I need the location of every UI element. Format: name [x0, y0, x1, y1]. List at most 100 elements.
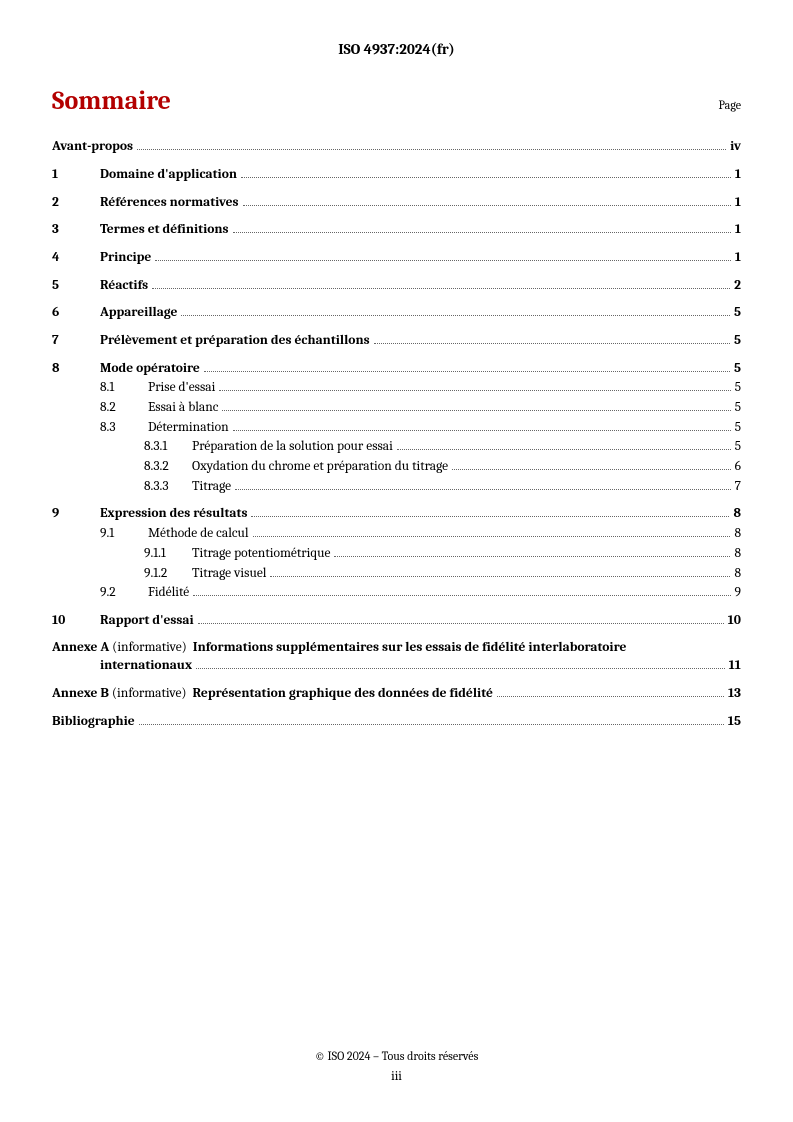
toc-entry-9-1-2[interactable]: 9.1.2 Titrage visuel 8 [52, 564, 741, 582]
toc-entry-number: 10 [52, 612, 100, 630]
toc-entry-page: 5 [735, 379, 741, 397]
toc-entry-title: Titrage visuel [192, 565, 266, 583]
toc-leader [270, 564, 730, 576]
toc-entry-6[interactable]: 6 Appareillage 5 [52, 304, 741, 322]
toc-entry-title: Méthode de calcul [148, 525, 249, 543]
toc-entry-number: 9.1 [100, 525, 148, 543]
document-header: ISO 4937:2024(fr) [52, 40, 741, 58]
toc-entry-page: 11 [729, 657, 741, 675]
annex-label: Annexe A [52, 640, 109, 655]
toc-entry-number: 8.3.3 [144, 478, 192, 496]
toc-entry-page: 6 [735, 458, 741, 476]
page-column-label: Page [719, 98, 741, 112]
toc-entry-number: 9.1.1 [144, 545, 192, 563]
toc-entry-page: 8 [734, 545, 741, 563]
toc-leader [196, 657, 725, 669]
toc-entry-page: 7 [735, 478, 741, 496]
toc-entry-10[interactable]: 10 Rapport d'essai 10 [52, 612, 741, 630]
toc-leader [233, 419, 731, 431]
toc-entry-number: 2 [52, 194, 100, 212]
toc-entry-page: 8 [734, 565, 741, 583]
toc-leader [139, 712, 724, 724]
toc-entry-number: 9 [52, 505, 100, 523]
toc-leader [253, 525, 731, 537]
toc-leader [137, 138, 726, 150]
toc-leader [219, 379, 730, 391]
toc-entry-title: Rapport d'essai [100, 612, 194, 630]
toc-leader [152, 276, 730, 288]
toc-entry-bibliographie[interactable]: Bibliographie 15 [52, 712, 741, 730]
toc-entry-number: 5 [52, 277, 100, 295]
toc-entry-title: Principe [100, 249, 151, 267]
page-number: iii [0, 1069, 793, 1084]
toc-entry-page: 15 [728, 713, 741, 731]
toc-entry-9-1-1[interactable]: 9.1.1 Titrage potentiométrique 8 [52, 545, 741, 563]
toc-entry-title: Réactifs [100, 277, 148, 295]
toc-leader [181, 304, 730, 316]
toc-entry-number: 9.1.2 [144, 565, 192, 583]
toc-entry-page: 5 [734, 304, 741, 322]
toc-entry-3[interactable]: 3 Termes et définitions 1 [52, 221, 741, 239]
toc-leader [334, 545, 730, 557]
annex-info: (informative) [112, 686, 187, 701]
toc-leader [452, 458, 731, 470]
toc-leader [222, 399, 730, 411]
toc-entry-1[interactable]: 1 Domaine d'application 1 [52, 166, 741, 184]
toc-leader [193, 584, 730, 596]
toc-entry-page: 8 [733, 505, 741, 523]
toc-entry-title: Mode opératoire [100, 360, 200, 378]
annex-title-part1: Informations supplémentaires sur les ess… [193, 640, 627, 655]
toc-entry-8-3-2[interactable]: 8.3.2 Oxydation du chrome et préparation… [52, 458, 741, 476]
toc-entry-4[interactable]: 4 Principe 1 [52, 249, 741, 267]
toc-entry-5[interactable]: 5 Réactifs 2 [52, 276, 741, 294]
toc-entry-9-1[interactable]: 9.1 Méthode de calcul 8 [52, 525, 741, 543]
toc-entry-number: 3 [52, 221, 100, 239]
toc-entry-title: Annexe B (informative) Représentation gr… [52, 685, 493, 703]
toc-entry-8-1[interactable]: 8.1 Prise d'essai 5 [52, 379, 741, 397]
toc-entry-title: Bibliographie [52, 713, 135, 731]
toc-entry-8-3[interactable]: 8.3 Détermination 5 [52, 419, 741, 437]
toc-entry-9-2[interactable]: 9.2 Fidélité 9 [52, 584, 741, 602]
toc-entry-8[interactable]: 8 Mode opératoire 5 [52, 360, 741, 378]
toc-leader [243, 193, 731, 205]
toc-entry-9[interactable]: 9 Expression des résultats 8 [52, 505, 741, 523]
toc-entry-page: 10 [728, 612, 741, 630]
toc-entry-number: 9.2 [100, 584, 148, 602]
toc-entry-title: Titrage potentiométrique [192, 545, 330, 563]
toc-entry-number: 8.3.1 [144, 438, 192, 456]
title-row: Sommaire Page [52, 86, 741, 116]
toc-entry-title: Fidélité [148, 584, 189, 602]
toc-entry-page: 1 [735, 249, 741, 267]
toc-entry-page: 1 [735, 166, 741, 184]
toc-entry-2[interactable]: 2 Références normatives 1 [52, 193, 741, 211]
toc-entry-page: 9 [735, 584, 741, 602]
toc-leader [397, 438, 731, 450]
toc-entry-annex-b[interactable]: Annexe B (informative) Représentation gr… [52, 685, 741, 703]
toc-title-heading: Sommaire [52, 86, 171, 116]
toc-entry-title: Essai à blanc [148, 399, 218, 417]
toc-entry-8-3-1[interactable]: 8.3.1 Préparation de la solution pour es… [52, 438, 741, 456]
toc-entry-number: 1 [52, 166, 100, 184]
toc-leader [233, 221, 731, 233]
toc-entry-title: Références normatives [100, 194, 239, 212]
toc-entry-8-3-3[interactable]: 8.3.3 Titrage 7 [52, 478, 741, 496]
toc-entry-7[interactable]: 7 Prélèvement et préparation des échanti… [52, 332, 741, 350]
toc-leader [155, 249, 730, 261]
page-footer: © ISO 2024 – Tous droits réservés iii [0, 1049, 793, 1084]
toc-entry-title: Prélèvement et préparation des échantill… [100, 332, 370, 350]
toc-entry-title: Appareillage [100, 304, 177, 322]
toc-entry-8-2[interactable]: 8.2 Essai à blanc 5 [52, 399, 741, 417]
toc-entry-avant-propos[interactable]: Avant-propos iv [52, 138, 741, 156]
toc-entry-title: Domaine d'application [100, 166, 237, 184]
toc-entry-page: 5 [735, 438, 741, 456]
toc-leader [235, 478, 731, 490]
toc-entry-annex-a[interactable]: Annexe A (informative) Informations supp… [52, 639, 741, 674]
toc-entry-title: Expression des résultats [100, 505, 247, 523]
table-of-contents: Avant-propos iv 1 Domaine d'application … [52, 138, 741, 730]
toc-entry-number: 8 [52, 360, 100, 378]
toc-entry-number: 8.3.2 [144, 458, 192, 476]
toc-entry-page: 5 [735, 419, 741, 437]
annex-title-part2: internationaux [100, 657, 192, 675]
toc-leader [251, 505, 729, 517]
annex-title: Représentation graphique des données de … [193, 686, 493, 701]
